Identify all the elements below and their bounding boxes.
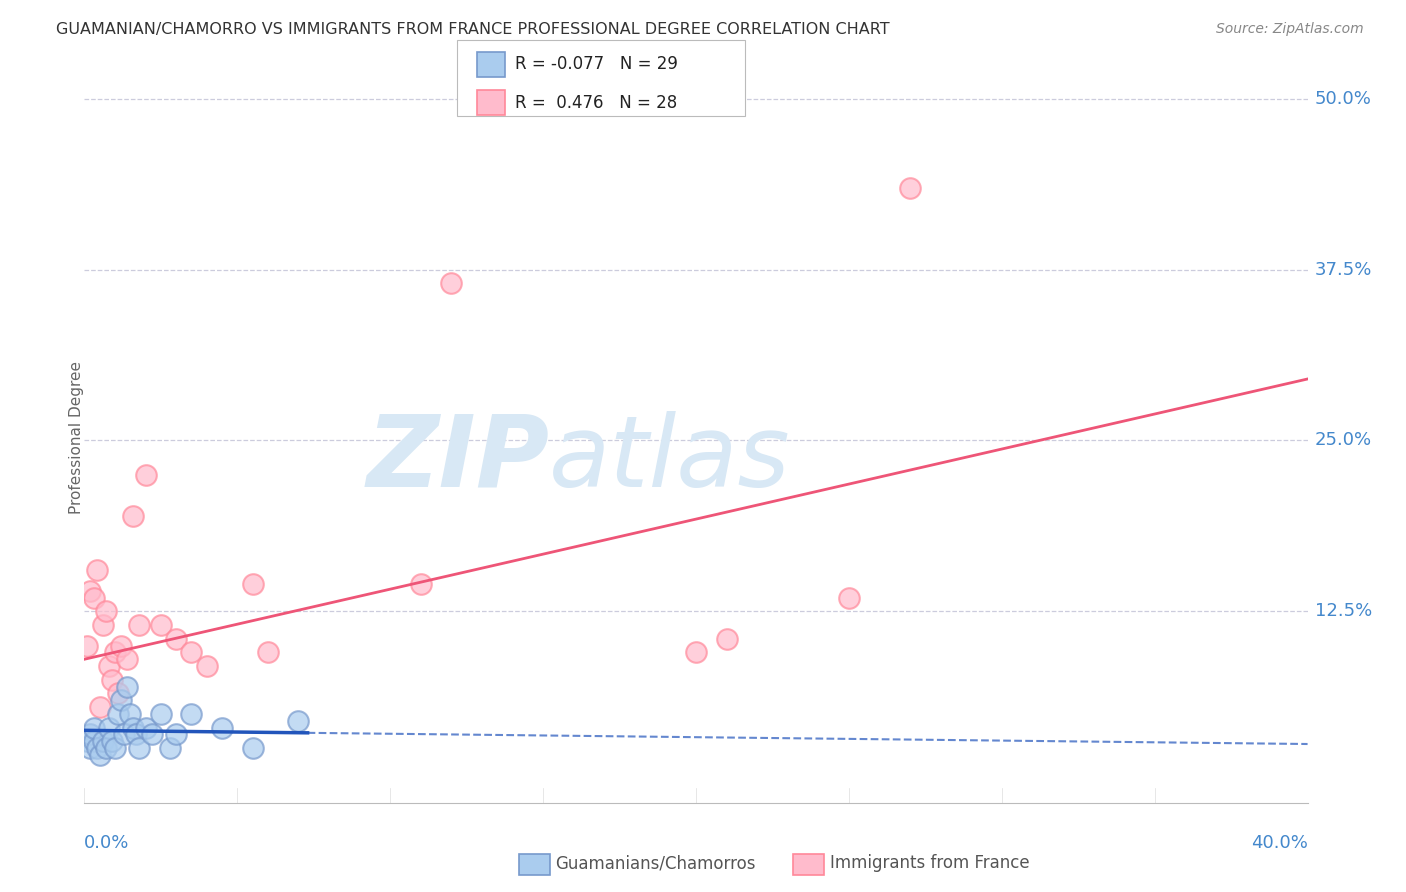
Point <box>101 734 124 748</box>
Text: Immigrants from France: Immigrants from France <box>830 855 1029 872</box>
Text: R = -0.077   N = 29: R = -0.077 N = 29 <box>515 55 678 73</box>
Point <box>242 741 264 756</box>
Point <box>135 721 157 735</box>
Y-axis label: Professional Degree: Professional Degree <box>69 360 83 514</box>
Point <box>165 632 187 646</box>
Text: 25.0%: 25.0% <box>1315 432 1372 450</box>
Point <box>211 721 233 735</box>
Point <box>838 591 860 605</box>
Point <box>128 741 150 756</box>
Point <box>159 741 181 756</box>
Text: 12.5%: 12.5% <box>1315 602 1372 621</box>
Text: Guamanians/Chamorros: Guamanians/Chamorros <box>555 855 756 872</box>
Point <box>898 180 921 194</box>
Point <box>79 727 101 741</box>
Point <box>409 577 432 591</box>
Point <box>91 618 114 632</box>
Point <box>110 639 132 653</box>
Point <box>107 686 129 700</box>
Point <box>115 680 138 694</box>
Point <box>128 618 150 632</box>
Point <box>440 277 463 291</box>
Point <box>135 467 157 482</box>
Point <box>83 734 105 748</box>
Point <box>107 706 129 721</box>
Point <box>125 727 148 741</box>
Point <box>79 583 101 598</box>
Text: 50.0%: 50.0% <box>1315 90 1371 108</box>
Point <box>110 693 132 707</box>
Point <box>104 741 127 756</box>
Point <box>180 706 202 721</box>
Point <box>195 659 218 673</box>
Point <box>685 645 707 659</box>
Point <box>122 721 145 735</box>
Point <box>165 727 187 741</box>
Point <box>86 741 108 756</box>
Point <box>101 673 124 687</box>
Text: 37.5%: 37.5% <box>1315 260 1372 278</box>
Text: R =  0.476   N = 28: R = 0.476 N = 28 <box>515 94 676 112</box>
Point <box>149 706 172 721</box>
Point <box>242 577 264 591</box>
Point <box>97 659 120 673</box>
Point <box>120 706 142 721</box>
Point <box>97 721 120 735</box>
Point <box>180 645 202 659</box>
Point <box>257 645 280 659</box>
Point <box>115 652 138 666</box>
Point <box>94 741 117 756</box>
Point <box>76 639 98 653</box>
Text: Source: ZipAtlas.com: Source: ZipAtlas.com <box>1216 22 1364 37</box>
Point <box>104 645 127 659</box>
Text: ZIP: ZIP <box>366 410 550 508</box>
Point <box>122 508 145 523</box>
Text: 0.0%: 0.0% <box>84 834 129 852</box>
Point <box>287 714 309 728</box>
Point <box>716 632 738 646</box>
Point <box>91 734 114 748</box>
Point <box>94 604 117 618</box>
Text: GUAMANIAN/CHAMORRO VS IMMIGRANTS FROM FRANCE PROFESSIONAL DEGREE CORRELATION CHA: GUAMANIAN/CHAMORRO VS IMMIGRANTS FROM FR… <box>56 22 890 37</box>
Point <box>89 700 111 714</box>
Point <box>83 721 105 735</box>
Point <box>83 591 105 605</box>
Text: 40.0%: 40.0% <box>1251 834 1308 852</box>
Point <box>141 727 163 741</box>
Point <box>79 741 101 756</box>
Text: atlas: atlas <box>550 410 790 508</box>
Point <box>149 618 172 632</box>
Point <box>89 747 111 762</box>
Point <box>86 563 108 577</box>
Point <box>76 734 98 748</box>
Point <box>112 727 135 741</box>
